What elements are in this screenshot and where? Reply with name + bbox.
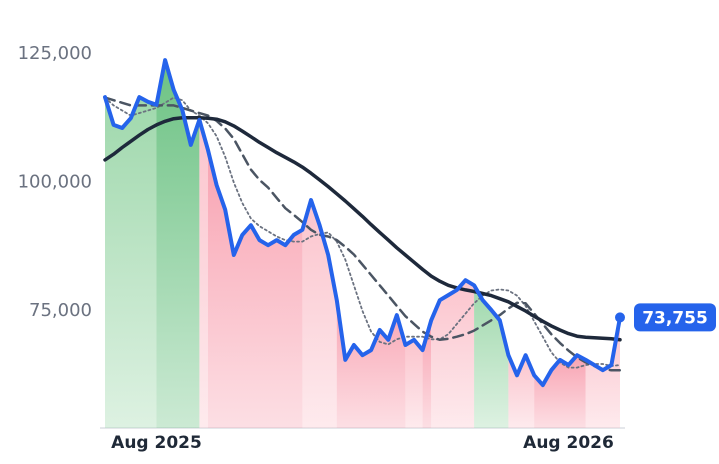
band	[474, 285, 509, 428]
y-tick-label: 75,000	[29, 300, 92, 321]
series-line	[103, 115, 622, 342]
band	[336, 300, 406, 428]
band	[105, 97, 157, 429]
band	[208, 150, 303, 428]
band	[585, 317, 620, 428]
band	[405, 339, 423, 428]
value-badge	[634, 303, 716, 332]
y-tick-label: 125,000	[18, 43, 92, 64]
y-tick-label: 100,000	[18, 171, 92, 192]
band	[199, 119, 208, 428]
value-label: 73,755	[642, 308, 708, 328]
x-tick-label: Aug 2026	[523, 433, 614, 453]
series-line	[103, 58, 622, 388]
band	[156, 60, 200, 428]
series-line	[103, 96, 622, 372]
x-tick-label: Aug 2025	[111, 433, 202, 453]
last-point	[615, 312, 625, 323]
band	[534, 355, 586, 428]
